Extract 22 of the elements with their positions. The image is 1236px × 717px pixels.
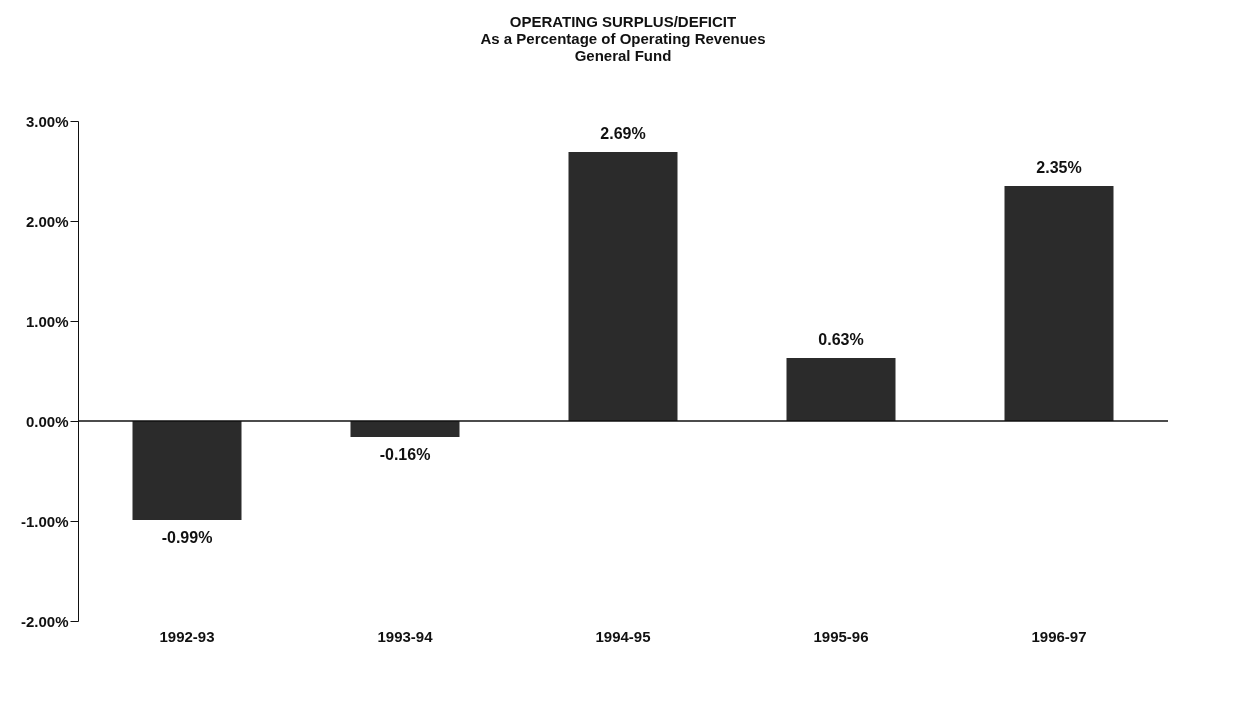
- x-tick-label: 1994-95: [595, 627, 651, 645]
- chart-title: OPERATING SURPLUS/DEFICIT As a Percentage of Operating Revenues General Fund: [480, 13, 766, 64]
- y-tick-label: -1.00%: [20, 512, 69, 530]
- data-label: 2.69%: [600, 125, 646, 142]
- bar: [132, 421, 242, 520]
- data-label: 2.35%: [1036, 159, 1082, 176]
- bar: [1004, 186, 1114, 421]
- y-tick-label: 0.00%: [25, 412, 69, 430]
- data-label: 0.63%: [818, 331, 864, 348]
- x-tick-label: 1996-97: [1031, 627, 1087, 645]
- bar: [786, 358, 896, 421]
- x-tick-label: 1993-94: [377, 627, 434, 645]
- data-label: -0.16%: [379, 446, 431, 463]
- x-tick-label: 1992-93: [159, 627, 215, 645]
- y-tick-label: 1.00%: [25, 312, 69, 330]
- y-tick-label: 2.00%: [25, 212, 69, 230]
- y-tick-label: 3.00%: [25, 112, 69, 130]
- y-tick-label: -2.00%: [20, 612, 69, 630]
- bar: [568, 152, 678, 421]
- data-label: -0.99%: [161, 529, 213, 546]
- x-tick-label: 1995-96: [813, 627, 869, 645]
- bar: [350, 421, 460, 437]
